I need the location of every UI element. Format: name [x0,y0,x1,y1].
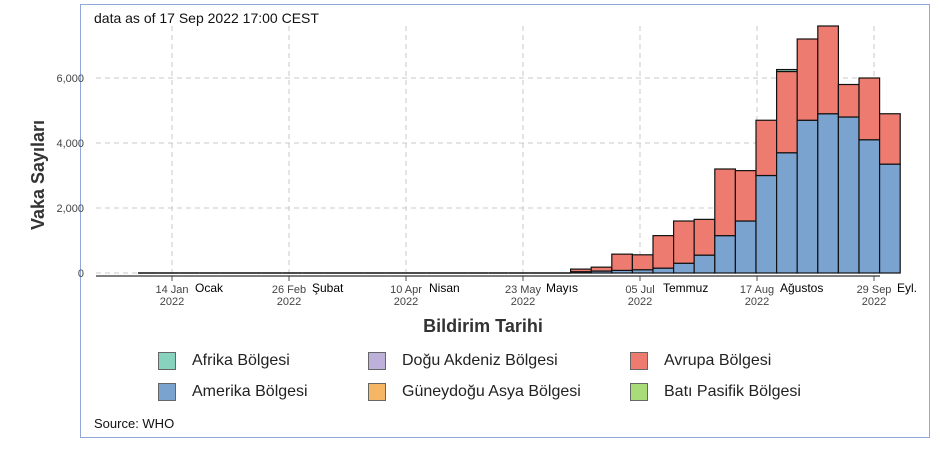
bar-segment [775,152,798,274]
legend-item: Güneydoğu Asya Bölgesi [368,383,581,401]
bar-segment [590,266,613,272]
legend-swatch [158,352,176,370]
bar-segment [817,113,839,274]
bar-segment [672,262,695,274]
bar-segment [817,25,839,115]
legend-item: Amerika Bölgesi [158,383,308,401]
bar-segment [693,254,716,274]
legend-swatch [368,383,386,401]
bar-segment [672,220,695,264]
chart-subtitle: data as of 17 Sep 2022 17:00 CEST [94,10,319,26]
x-tick-label-year: 2022 [160,296,184,308]
x-tick-label-date: 29 Sep [857,284,892,296]
bar-segment [611,253,633,271]
y-tick-label: 2,000 [56,203,84,215]
x-tick-label-year: 2022 [394,296,418,308]
bar-segment [714,168,736,237]
x-tick-label-month: Şubat [312,281,344,295]
x-tick-label-month: Temmuz [663,281,708,295]
legend-item: Doğu Akdeniz Bölgesi [368,352,558,370]
legend-label: Amerika Bölgesi [192,383,308,400]
y-tick-label: 6,000 [56,73,84,85]
bar-segment [837,83,860,118]
legend-swatch [630,383,648,401]
bar-segment [878,113,901,165]
y-tick-label: 0 [78,268,84,280]
x-tick-label-month: Eyl. [897,281,917,295]
x-tick-label-date: 26 Feb [272,284,306,296]
legend-item: Batı Pasifik Bölgesi [630,383,801,401]
bar-segment [837,116,860,274]
bar-segment [569,268,592,273]
x-tick-label-month: Ağustos [780,281,823,295]
x-tick-label-year: 2022 [862,296,886,308]
bar-segment [858,77,881,141]
bar-segment [775,70,798,154]
bar-segment [796,38,819,121]
x-tick-label-month: Mayıs [546,281,578,295]
legend-swatch [630,352,648,370]
bar-segment [775,68,798,73]
bar-segment [652,235,675,269]
x-tick-label-date: 23 May [505,284,542,296]
bar-segment [796,119,819,274]
bar-segment [755,174,778,274]
bar-segment [734,170,757,222]
x-tick-label-month: Nisan [429,281,460,295]
x-axis-label: Bildirim Tarihi [423,316,543,336]
legend-label: Batı Pasifik Bölgesi [664,383,801,400]
y-tick-label: 4,000 [56,138,84,150]
legend-item: Afrika Bölgesi [158,352,290,370]
x-tick-label-year: 2022 [511,296,535,308]
x-tick-label-year: 2022 [277,296,301,308]
bar-segment [714,235,736,274]
x-tick-label-month: Ocak [195,281,224,295]
legend-swatch [158,383,176,401]
bar-segment [858,139,881,274]
x-tick-label-date: 14 Jan [155,284,188,296]
bar-layer [138,25,901,274]
legend-swatch [368,352,386,370]
legend-label: Doğu Akdeniz Bölgesi [402,352,558,369]
x-tick-label-date: 05 Jul [625,284,654,296]
source-note: Source: WHO [94,416,175,431]
x-tick-label-date: 10 Apr [390,284,422,296]
x-tick-label-year: 2022 [745,296,769,308]
x-tick-label-date: 17 Aug [740,284,774,296]
bar-segment [734,220,757,274]
legend-item: Avrupa Bölgesi [630,352,771,370]
y-axis-label: Vaka Sayıları [28,120,48,230]
legend-label: Afrika Bölgesi [192,352,290,369]
legend-label: Avrupa Bölgesi [664,352,772,369]
bar-segment [755,119,778,177]
bar-segment [693,218,716,256]
bar-segment [878,163,901,274]
bar-segment [652,267,675,274]
x-tick-label-year: 2022 [628,296,652,308]
legend-label: Güneydoğu Asya Bölgesi [402,383,581,400]
bar-segment [631,254,654,271]
